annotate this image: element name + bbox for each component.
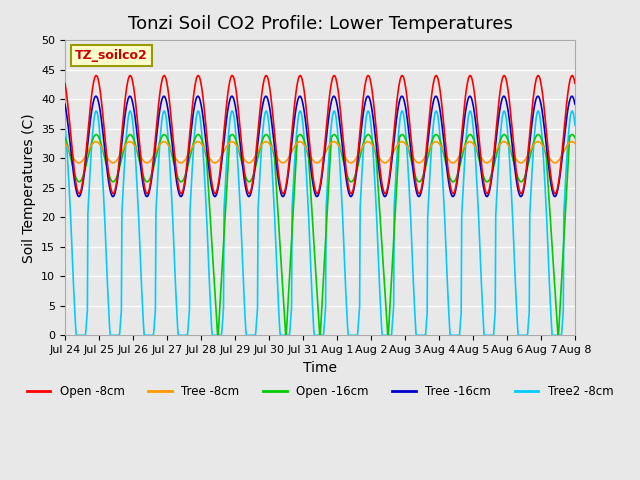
Legend: Open -8cm, Tree -8cm, Open -16cm, Tree -16cm, Tree2 -8cm: Open -8cm, Tree -8cm, Open -16cm, Tree -… (22, 381, 618, 403)
Text: TZ_soilco2: TZ_soilco2 (76, 49, 148, 62)
Title: Tonzi Soil CO2 Profile: Lower Temperatures: Tonzi Soil CO2 Profile: Lower Temperatur… (127, 15, 513, 33)
X-axis label: Time: Time (303, 360, 337, 374)
Y-axis label: Soil Temperatures (C): Soil Temperatures (C) (22, 113, 36, 263)
